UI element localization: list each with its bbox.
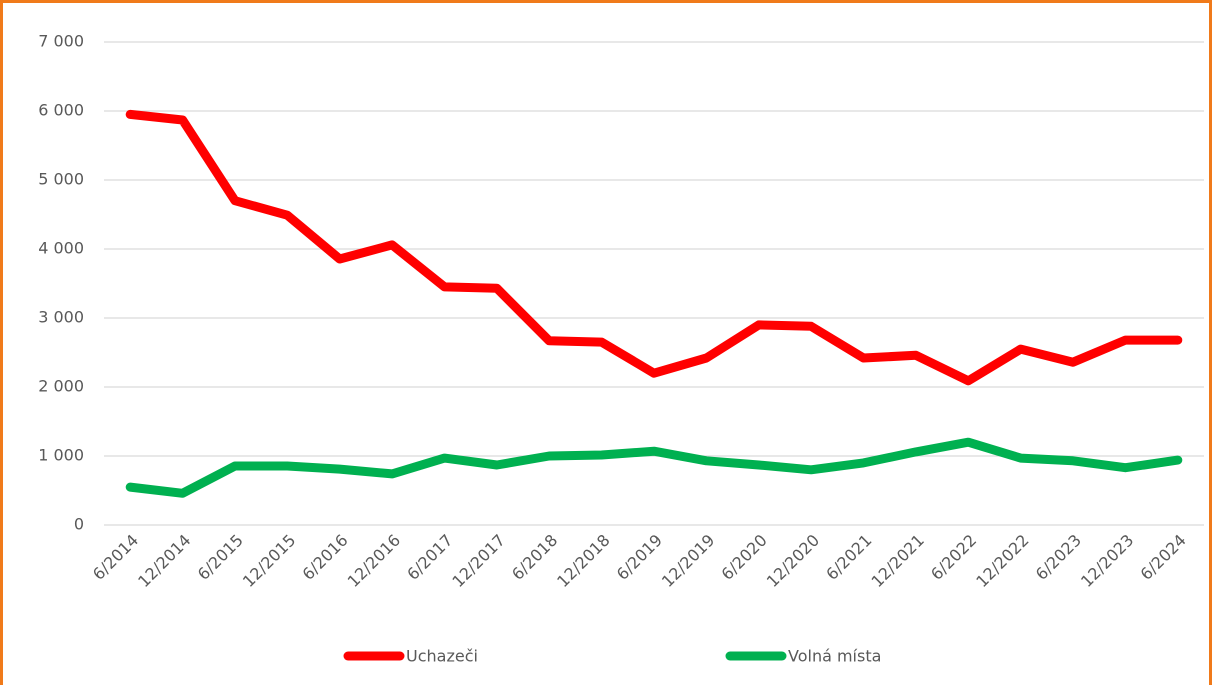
y-tick-label: 2 000 <box>38 377 84 396</box>
x-tick-label: 12/2017 <box>448 531 508 591</box>
x-tick-label: 12/2023 <box>1077 531 1137 591</box>
series-line <box>125 109 1183 386</box>
x-tick-label: 12/2014 <box>134 531 194 591</box>
y-tick-label: 5 000 <box>38 170 84 189</box>
x-tick-label: 6/2024 <box>1137 531 1190 584</box>
x-tick-label: 12/2018 <box>553 531 613 591</box>
x-tick-label: 6/2020 <box>718 531 771 584</box>
x-tick-label: 6/2018 <box>508 531 561 584</box>
y-tick-label: 0 <box>74 515 84 534</box>
legend-label: Uchazeči <box>406 647 478 666</box>
x-tick-label: 12/2015 <box>239 531 299 591</box>
x-tick-label: 12/2016 <box>344 531 404 591</box>
x-tick-label: 6/2016 <box>298 531 351 584</box>
y-tick-label: 6 000 <box>38 101 84 120</box>
legend-label: Volná místa <box>788 647 881 666</box>
x-tick-label: 12/2021 <box>867 531 927 591</box>
y-tick-label: 7 000 <box>38 32 84 51</box>
x-tick-label: 6/2019 <box>613 531 666 584</box>
x-tick-label: 6/2022 <box>927 531 980 584</box>
x-tick-label: 6/2014 <box>89 531 142 584</box>
x-tick-label: 6/2021 <box>822 531 875 584</box>
y-tick-label: 1 000 <box>38 446 84 465</box>
series-line <box>125 437 1183 498</box>
x-tick-label: 12/2022 <box>972 531 1032 591</box>
x-tick-label: 6/2015 <box>194 531 247 584</box>
x-tick-label: 6/2017 <box>403 531 456 584</box>
x-tick-label: 12/2019 <box>658 531 718 591</box>
x-tick-label: 6/2023 <box>1032 531 1085 584</box>
x-tick-label: 12/2020 <box>763 531 823 591</box>
y-tick-label: 3 000 <box>38 308 84 327</box>
y-tick-label: 4 000 <box>38 239 84 258</box>
